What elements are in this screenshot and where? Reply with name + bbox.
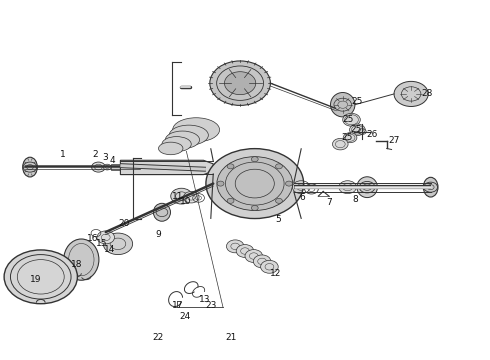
Text: 25: 25 [352, 97, 363, 106]
Text: 8: 8 [352, 195, 358, 204]
Ellipse shape [169, 125, 208, 145]
Circle shape [227, 164, 234, 169]
Text: 17: 17 [172, 301, 183, 310]
Polygon shape [121, 160, 213, 175]
Text: 18: 18 [71, 260, 82, 269]
Text: 27: 27 [389, 136, 400, 145]
Text: 21: 21 [225, 333, 237, 342]
Circle shape [339, 181, 356, 194]
Circle shape [286, 181, 293, 186]
Text: 19: 19 [30, 275, 42, 284]
Circle shape [227, 198, 234, 203]
Text: 25: 25 [343, 115, 354, 124]
Text: 20: 20 [119, 219, 130, 228]
Circle shape [224, 72, 256, 95]
Ellipse shape [206, 149, 304, 219]
Circle shape [92, 162, 105, 172]
Text: 23: 23 [205, 301, 217, 310]
Text: 7: 7 [326, 198, 332, 207]
Circle shape [343, 133, 357, 143]
Ellipse shape [23, 157, 37, 177]
Text: 1: 1 [60, 150, 66, 159]
Text: 4: 4 [109, 157, 115, 166]
Circle shape [103, 164, 111, 170]
Text: 24: 24 [180, 312, 191, 321]
Text: 22: 22 [152, 333, 164, 342]
Circle shape [251, 206, 258, 211]
Circle shape [217, 181, 224, 186]
Text: 16: 16 [87, 234, 98, 243]
Bar [111, 164, 120, 170]
Circle shape [210, 61, 270, 105]
Text: 12: 12 [270, 269, 281, 278]
Circle shape [245, 249, 263, 262]
Circle shape [236, 244, 254, 257]
Circle shape [275, 198, 282, 203]
Circle shape [332, 138, 348, 150]
Circle shape [171, 188, 192, 204]
Ellipse shape [165, 131, 199, 149]
Ellipse shape [162, 136, 191, 152]
Ellipse shape [357, 177, 377, 198]
Circle shape [349, 124, 365, 135]
Ellipse shape [331, 93, 355, 117]
Ellipse shape [217, 157, 293, 211]
Circle shape [343, 113, 360, 126]
Ellipse shape [153, 203, 171, 221]
Circle shape [103, 233, 133, 255]
Text: 13: 13 [199, 294, 211, 303]
Circle shape [275, 164, 282, 169]
Text: 11: 11 [172, 192, 183, 201]
Text: 15: 15 [96, 239, 107, 248]
Ellipse shape [172, 118, 220, 142]
Text: 25: 25 [350, 125, 362, 134]
Circle shape [394, 81, 428, 107]
Circle shape [261, 260, 278, 273]
Circle shape [183, 192, 199, 203]
Ellipse shape [159, 142, 183, 155]
Text: 26: 26 [367, 130, 378, 139]
Text: 2: 2 [92, 150, 98, 159]
Text: 9: 9 [155, 230, 161, 239]
Text: 3: 3 [102, 153, 108, 162]
Text: 10: 10 [180, 197, 191, 206]
Circle shape [253, 255, 271, 268]
Circle shape [97, 231, 115, 244]
Ellipse shape [64, 239, 99, 280]
Text: 25: 25 [342, 133, 353, 142]
Text: 6: 6 [300, 193, 306, 202]
Circle shape [251, 157, 258, 162]
Text: 5: 5 [275, 215, 281, 224]
Circle shape [226, 240, 244, 253]
Text: 28: 28 [421, 89, 433, 98]
Circle shape [4, 250, 77, 304]
Ellipse shape [423, 177, 438, 197]
Text: 14: 14 [103, 245, 115, 254]
